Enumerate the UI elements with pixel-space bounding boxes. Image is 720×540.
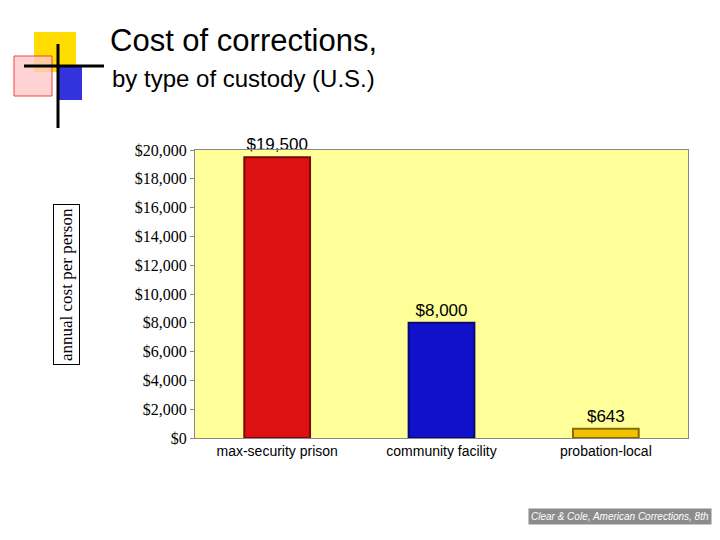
- svg-text:Clear & Cole, American Correct: Clear & Cole, American Corrections, 8th: [531, 511, 709, 522]
- svg-text:$20,000: $20,000: [135, 142, 187, 159]
- svg-text:$8,000: $8,000: [143, 314, 187, 331]
- svg-text:$19,500: $19,500: [246, 135, 307, 154]
- svg-text:$10,000: $10,000: [135, 286, 187, 303]
- svg-text:$8,000: $8,000: [416, 301, 468, 320]
- svg-text:$14,000: $14,000: [135, 228, 187, 245]
- svg-text:probation-local: probation-local: [560, 443, 652, 459]
- svg-text:$0: $0: [171, 430, 187, 447]
- svg-text:annual cost per person: annual cost per person: [57, 208, 76, 361]
- svg-text:$2,000: $2,000: [143, 401, 187, 418]
- svg-text:Cost of corrections,: Cost of corrections,: [110, 23, 377, 58]
- svg-text:$6,000: $6,000: [143, 343, 187, 360]
- svg-text:$18,000: $18,000: [135, 170, 187, 187]
- svg-text:by type of custody (U.S.): by type of custody (U.S.): [112, 65, 375, 92]
- svg-text:$12,000: $12,000: [135, 257, 187, 274]
- svg-text:$643: $643: [587, 407, 625, 426]
- svg-text:community facility: community facility: [386, 443, 496, 459]
- svg-text:$16,000: $16,000: [135, 199, 187, 216]
- svg-text:$4,000: $4,000: [143, 372, 187, 389]
- svg-text:max-security prison: max-security prison: [216, 443, 337, 459]
